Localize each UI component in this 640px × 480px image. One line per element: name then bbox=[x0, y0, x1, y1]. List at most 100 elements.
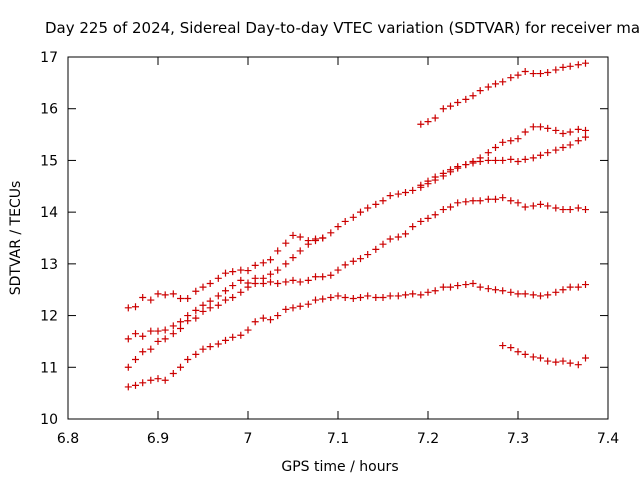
data-point bbox=[566, 206, 574, 214]
data-point bbox=[431, 114, 439, 122]
data-point bbox=[514, 348, 522, 356]
y-tick-label: 12 bbox=[40, 309, 58, 325]
y-tick-label: 14 bbox=[40, 205, 58, 221]
data-point bbox=[552, 66, 560, 74]
data-point bbox=[132, 330, 139, 338]
data-point bbox=[439, 105, 447, 113]
data-point bbox=[394, 190, 402, 198]
data-point bbox=[447, 166, 454, 174]
y-tick: 16 bbox=[40, 102, 608, 118]
data-point bbox=[402, 230, 409, 238]
x-tick-label: 7.3 bbox=[507, 431, 529, 447]
y-tick-label: 10 bbox=[40, 412, 58, 428]
data-point bbox=[199, 283, 207, 291]
data-point bbox=[499, 138, 507, 146]
data-point bbox=[469, 159, 477, 167]
data-point bbox=[206, 280, 214, 288]
data-point bbox=[214, 274, 222, 282]
series-6 bbox=[417, 133, 589, 189]
data-point bbox=[484, 149, 492, 157]
data-point bbox=[161, 335, 169, 343]
data-point bbox=[282, 305, 290, 313]
data-point bbox=[139, 293, 147, 301]
data-point bbox=[582, 206, 589, 214]
y-tick: 15 bbox=[40, 153, 608, 169]
y-tick: 13 bbox=[40, 257, 608, 273]
data-point bbox=[529, 154, 537, 162]
data-point bbox=[177, 325, 184, 332]
data-point bbox=[206, 304, 214, 312]
y-tick: 14 bbox=[40, 205, 608, 221]
data-point bbox=[259, 280, 267, 288]
data-point bbox=[454, 163, 462, 171]
data-point bbox=[484, 285, 492, 293]
y-tick: 11 bbox=[40, 360, 608, 376]
data-point bbox=[574, 125, 582, 133]
data-point bbox=[462, 281, 470, 289]
data-point bbox=[394, 233, 402, 241]
data-point bbox=[454, 282, 462, 290]
data-point bbox=[402, 291, 409, 299]
data-point bbox=[431, 211, 439, 219]
data-point bbox=[424, 288, 432, 296]
data-point bbox=[357, 255, 364, 263]
data-point bbox=[184, 317, 192, 325]
data-point bbox=[147, 327, 155, 335]
data-point bbox=[169, 330, 177, 338]
data-point bbox=[529, 70, 537, 78]
data-point bbox=[552, 204, 560, 212]
data-point bbox=[214, 301, 222, 309]
data-point bbox=[499, 342, 507, 350]
data-point bbox=[469, 197, 477, 205]
data-point bbox=[431, 287, 439, 295]
data-point bbox=[386, 292, 394, 300]
data-point bbox=[529, 291, 537, 299]
data-point bbox=[409, 223, 417, 231]
data-point bbox=[237, 266, 245, 274]
data-point bbox=[574, 61, 582, 69]
series-5 bbox=[417, 59, 589, 128]
data-point bbox=[476, 87, 484, 95]
data-point bbox=[492, 286, 499, 294]
data-point bbox=[199, 301, 207, 309]
data-point bbox=[417, 291, 425, 299]
y-tick-label: 11 bbox=[40, 360, 58, 376]
data-point bbox=[357, 208, 364, 216]
data-point bbox=[357, 293, 364, 301]
data-point bbox=[267, 256, 274, 264]
data-point bbox=[521, 203, 529, 211]
data-point bbox=[537, 123, 544, 131]
data-point bbox=[251, 280, 259, 288]
data-point bbox=[289, 304, 297, 312]
data-point bbox=[492, 195, 499, 203]
data-point bbox=[424, 177, 432, 185]
data-point bbox=[544, 202, 552, 210]
data-point bbox=[334, 266, 342, 274]
data-point bbox=[492, 156, 499, 164]
data-point bbox=[424, 214, 432, 222]
data-point bbox=[386, 192, 394, 200]
data-point bbox=[312, 296, 319, 304]
data-point bbox=[372, 200, 380, 208]
data-point bbox=[124, 335, 132, 343]
data-point bbox=[154, 290, 162, 298]
data-point bbox=[267, 278, 274, 286]
data-point bbox=[439, 283, 447, 291]
data-point bbox=[267, 316, 274, 324]
data-point bbox=[161, 376, 169, 384]
data-point bbox=[304, 300, 312, 308]
data-point bbox=[514, 157, 522, 165]
y-axis: 10 11 12 13 14 15 16 17 bbox=[40, 50, 608, 428]
data-point bbox=[274, 312, 282, 320]
data-point bbox=[274, 247, 282, 255]
data-point bbox=[552, 358, 560, 366]
data-point bbox=[484, 156, 492, 164]
data-point bbox=[192, 287, 200, 295]
data-point bbox=[327, 229, 335, 237]
data-point bbox=[566, 283, 574, 291]
data-point bbox=[447, 203, 454, 211]
data-point bbox=[566, 62, 574, 70]
data-point bbox=[206, 343, 214, 351]
data-point bbox=[521, 290, 529, 298]
